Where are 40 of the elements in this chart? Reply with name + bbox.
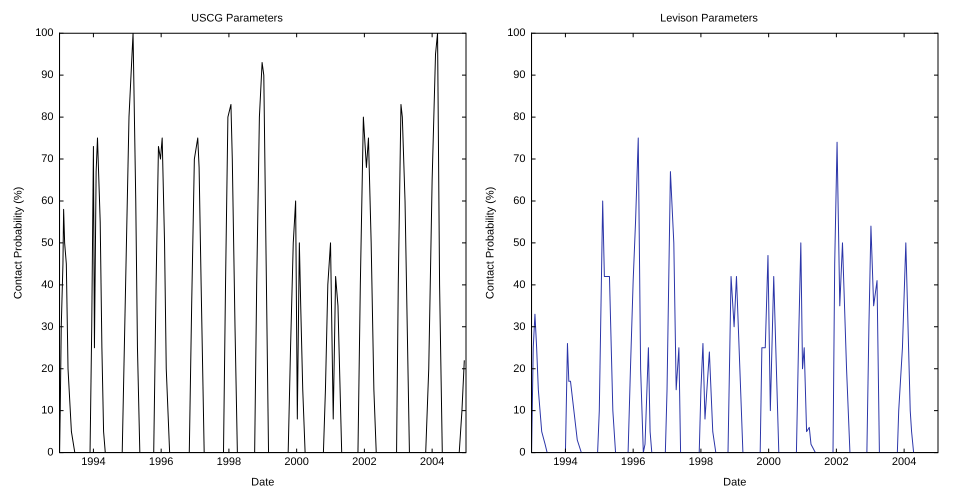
y-tick-label: 100: [507, 27, 526, 40]
y-tick-label: 50: [513, 236, 526, 249]
x-tick-label: 1996: [148, 456, 174, 468]
x-tick-label: 2004: [420, 456, 444, 468]
x-tick-label: 1994: [81, 456, 106, 468]
y-tick-label: 40: [41, 278, 54, 291]
y-tick-label: 70: [513, 153, 526, 166]
y-tick-label: 50: [41, 236, 54, 249]
y-tick-label: 20: [41, 362, 54, 375]
x-tick-label: 1998: [688, 456, 714, 468]
y-tick-label: 0: [47, 446, 54, 459]
x-tick-label: 1996: [620, 456, 646, 468]
chart-title: Levison Parameters: [660, 12, 758, 25]
y-tick-label: 10: [513, 404, 526, 417]
y-tick-label: 0: [519, 446, 526, 459]
x-tick-label: 1998: [216, 456, 242, 468]
x-tick-label: 1994: [553, 456, 578, 468]
x-tick-label: 2000: [756, 456, 781, 468]
y-tick-label: 20: [513, 362, 526, 375]
x-tick-label: 2002: [824, 456, 849, 468]
y-tick-label: 90: [41, 69, 54, 82]
chart-title: USCG Parameters: [191, 12, 284, 25]
y-tick-label: 30: [41, 320, 54, 333]
x-tick-label: 2002: [352, 456, 377, 468]
y-axis-title: Contact Probability (%): [484, 186, 497, 300]
y-axis-title: Contact Probability (%): [12, 186, 25, 300]
x-tick-label: 2004: [892, 456, 916, 468]
y-tick-label: 60: [513, 194, 526, 207]
y-tick-label: 60: [41, 194, 54, 207]
y-tick-label: 100: [35, 27, 54, 40]
y-tick-label: 70: [41, 153, 54, 166]
y-tick-label: 90: [513, 69, 526, 82]
y-tick-label: 30: [513, 320, 526, 333]
y-tick-label: 80: [513, 111, 526, 124]
x-tick-label: 2000: [284, 456, 309, 468]
y-tick-label: 40: [513, 278, 526, 291]
x-axis-title: Date: [251, 476, 274, 488]
y-tick-label: 80: [41, 111, 54, 124]
x-axis-title: Date: [723, 476, 746, 488]
y-tick-label: 10: [41, 404, 54, 417]
